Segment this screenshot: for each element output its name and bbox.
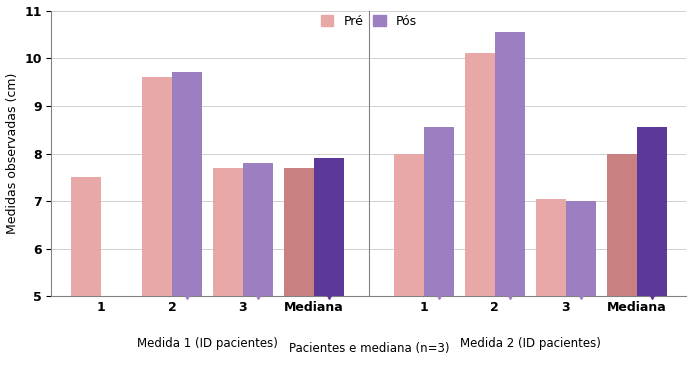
Text: Medida 2 (ID pacientes): Medida 2 (ID pacientes) — [460, 337, 601, 350]
Bar — [607, 153, 637, 297]
Bar — [637, 127, 666, 297]
Bar — [142, 77, 172, 297]
Bar — [424, 127, 454, 297]
Bar — [465, 53, 495, 297]
Bar — [495, 32, 525, 297]
Bar — [566, 201, 596, 297]
Y-axis label: Medidas observadas (cm): Medidas observadas (cm) — [6, 73, 19, 234]
X-axis label: Pacientes e mediana (n=3): Pacientes e mediana (n=3) — [289, 342, 449, 355]
Bar — [172, 72, 202, 297]
Bar — [314, 158, 344, 297]
Bar — [536, 199, 566, 297]
Bar — [284, 168, 314, 297]
Bar — [243, 163, 273, 297]
Text: Medida 1 (ID pacientes): Medida 1 (ID pacientes) — [137, 337, 278, 350]
Bar — [71, 177, 101, 297]
Legend: Pré, Pós: Pré, Pós — [317, 11, 421, 32]
Bar — [394, 153, 424, 297]
Bar — [213, 168, 243, 297]
